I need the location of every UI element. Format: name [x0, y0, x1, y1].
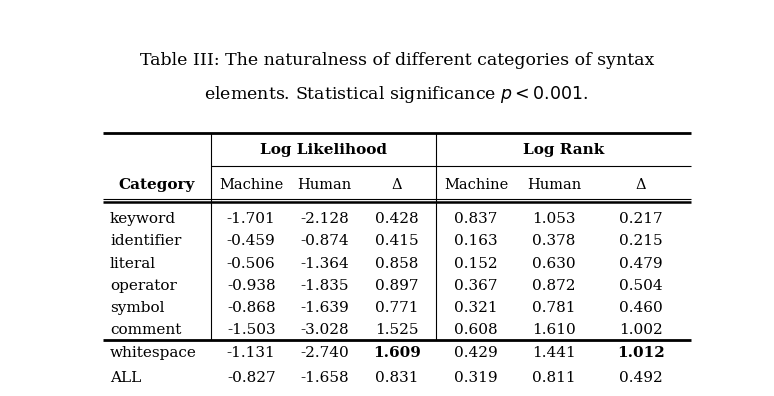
Text: -2.740: -2.740: [300, 346, 349, 360]
Text: 0.858: 0.858: [375, 257, 419, 270]
Text: -1.701: -1.701: [227, 212, 276, 226]
Text: 1.053: 1.053: [533, 212, 576, 226]
Text: Human: Human: [297, 178, 352, 192]
Text: 1.525: 1.525: [375, 323, 419, 337]
Text: Category: Category: [118, 178, 195, 192]
Text: -1.364: -1.364: [300, 257, 349, 270]
Text: 1.609: 1.609: [373, 346, 420, 360]
Text: 0.215: 0.215: [619, 234, 663, 248]
Text: 0.367: 0.367: [454, 279, 498, 293]
Text: 0.378: 0.378: [533, 234, 576, 248]
Text: 0.781: 0.781: [533, 301, 576, 315]
Text: -1.658: -1.658: [300, 371, 349, 385]
Text: literal: literal: [110, 257, 156, 270]
Text: 0.429: 0.429: [454, 346, 498, 360]
Text: 1.012: 1.012: [617, 346, 665, 360]
Text: Log Rank: Log Rank: [522, 143, 604, 157]
Text: -1.639: -1.639: [300, 301, 349, 315]
Text: comment: comment: [110, 323, 181, 337]
Text: symbol: symbol: [110, 301, 164, 315]
Text: 0.837: 0.837: [454, 212, 498, 226]
Text: -2.128: -2.128: [300, 212, 349, 226]
Text: -1.131: -1.131: [227, 346, 276, 360]
Text: 0.771: 0.771: [375, 301, 419, 315]
Text: Machine: Machine: [219, 178, 283, 192]
Text: elements. Statistical significance $p < 0.001$.: elements. Statistical significance $p < …: [204, 84, 589, 105]
Text: Human: Human: [527, 178, 581, 192]
Text: identifier: identifier: [110, 234, 181, 248]
Text: 0.321: 0.321: [454, 301, 498, 315]
Text: 0.217: 0.217: [619, 212, 663, 226]
Text: ALL: ALL: [110, 371, 141, 385]
Text: Δ: Δ: [635, 178, 646, 192]
Text: Log Likelihood: Log Likelihood: [260, 143, 387, 157]
Text: Δ: Δ: [392, 178, 402, 192]
Text: 1.002: 1.002: [619, 323, 663, 337]
Text: -0.874: -0.874: [300, 234, 349, 248]
Text: keyword: keyword: [110, 212, 176, 226]
Text: 0.897: 0.897: [375, 279, 419, 293]
Text: -1.835: -1.835: [300, 279, 349, 293]
Text: 0.872: 0.872: [533, 279, 576, 293]
Text: 0.163: 0.163: [454, 234, 498, 248]
Text: 0.460: 0.460: [619, 301, 663, 315]
Text: -3.028: -3.028: [300, 323, 349, 337]
Text: 0.319: 0.319: [454, 371, 498, 385]
Text: operator: operator: [110, 279, 176, 293]
Text: 1.441: 1.441: [533, 346, 576, 360]
Text: 0.415: 0.415: [375, 234, 419, 248]
Text: Machine: Machine: [444, 178, 509, 192]
Text: -0.827: -0.827: [227, 371, 276, 385]
Text: -0.459: -0.459: [227, 234, 276, 248]
Text: 0.504: 0.504: [619, 279, 663, 293]
Text: 0.811: 0.811: [533, 371, 576, 385]
Text: whitespace: whitespace: [110, 346, 197, 360]
Text: -0.868: -0.868: [227, 301, 276, 315]
Text: 1.610: 1.610: [533, 323, 576, 337]
Text: 0.492: 0.492: [619, 371, 663, 385]
Text: 0.479: 0.479: [619, 257, 663, 270]
Text: 0.831: 0.831: [375, 371, 419, 385]
Text: -1.503: -1.503: [227, 323, 276, 337]
Text: -0.938: -0.938: [227, 279, 276, 293]
Text: 0.630: 0.630: [533, 257, 576, 270]
Text: Table III: The naturalness of different categories of syntax: Table III: The naturalness of different …: [139, 52, 654, 69]
Text: 0.428: 0.428: [375, 212, 419, 226]
Text: 0.608: 0.608: [454, 323, 498, 337]
Text: -0.506: -0.506: [227, 257, 276, 270]
Text: 0.152: 0.152: [454, 257, 498, 270]
